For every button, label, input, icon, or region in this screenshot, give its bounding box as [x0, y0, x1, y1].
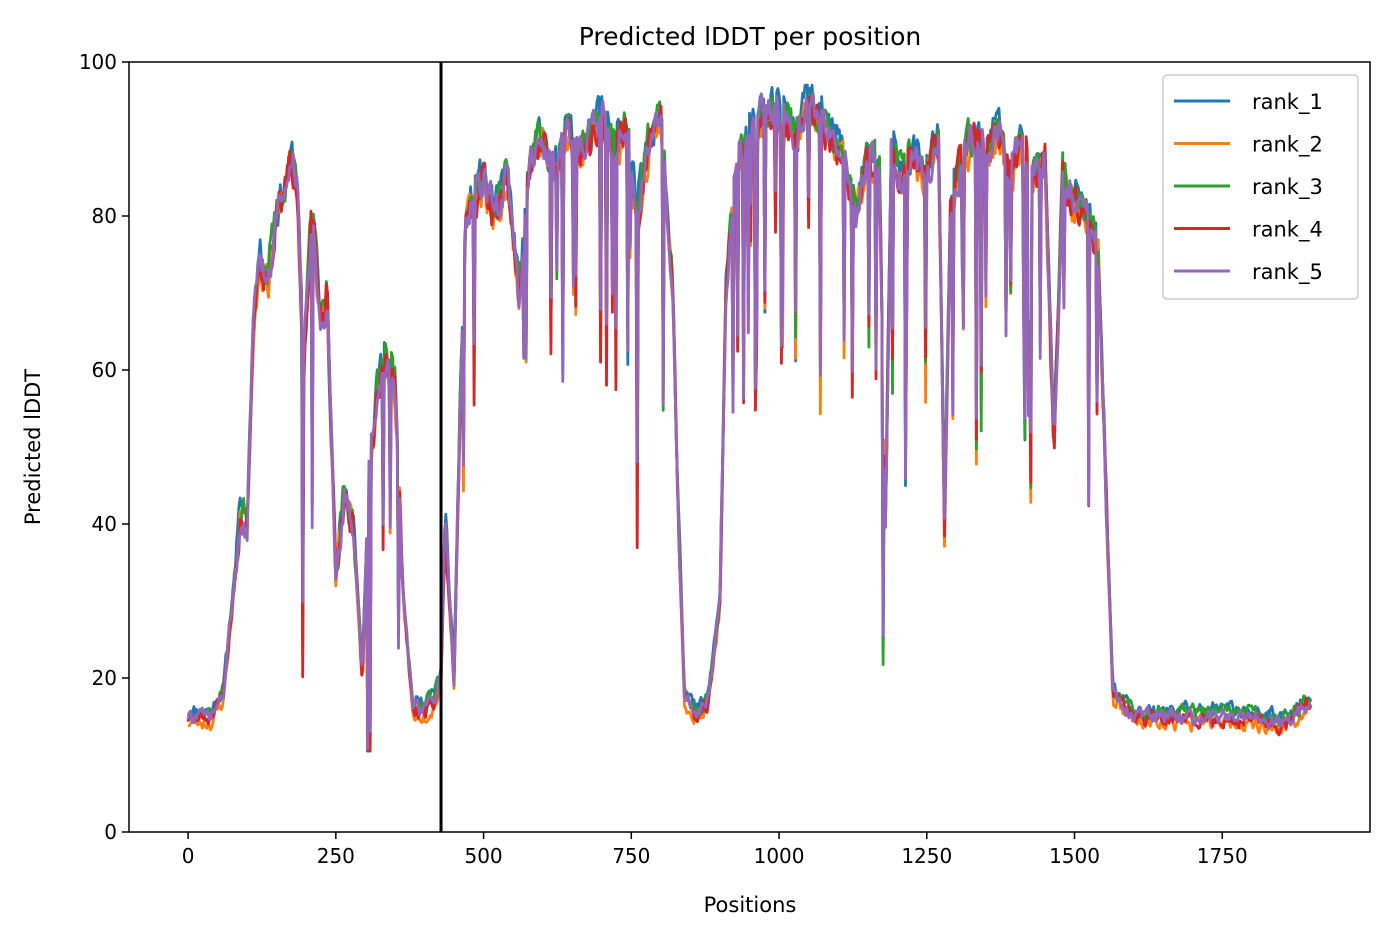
x-tick-label: 1000: [754, 844, 805, 868]
x-tick-label: 250: [317, 844, 355, 868]
legend-label-rank_5: rank_5: [1252, 260, 1323, 285]
y-tick-label: 60: [92, 358, 117, 382]
y-tick-label: 0: [104, 820, 117, 844]
y-tick-label: 100: [79, 50, 117, 74]
series-line-rank_5: [186, 92, 1312, 751]
legend-label-rank_3: rank_3: [1252, 175, 1323, 200]
x-tick-label: 1750: [1197, 844, 1248, 868]
series-layer: [186, 83, 1313, 753]
axes-frame: [128, 61, 1371, 833]
plot-area: [186, 62, 1313, 832]
chart-title: Predicted lDDT per position: [579, 22, 921, 51]
x-tick-label: 1250: [901, 844, 952, 868]
y-axis: 0 20 40 60 80 100: [79, 50, 129, 844]
x-tick-label: 500: [464, 844, 502, 868]
y-tick-label: 80: [92, 204, 117, 228]
legend-label-rank_2: rank_2: [1252, 133, 1323, 158]
x-tick-label: 750: [612, 844, 650, 868]
legend-box: [1162, 74, 1359, 300]
legend-label-rank_1: rank_1: [1252, 90, 1323, 115]
x-axis: 0 250 500 750 1000 1250 1500 1750: [182, 832, 1248, 868]
x-axis-label: Positions: [704, 893, 797, 917]
legend-label-rank_4: rank_4: [1252, 218, 1323, 243]
y-axis-label: Predicted lDDT: [21, 369, 45, 525]
x-tick-label: 0: [182, 844, 195, 868]
legend: rank_1 rank_2 rank_3 rank_4 rank_5: [1162, 74, 1359, 300]
y-tick-label: 40: [92, 512, 117, 536]
y-tick-label: 20: [92, 666, 117, 690]
x-tick-label: 1500: [1049, 844, 1100, 868]
